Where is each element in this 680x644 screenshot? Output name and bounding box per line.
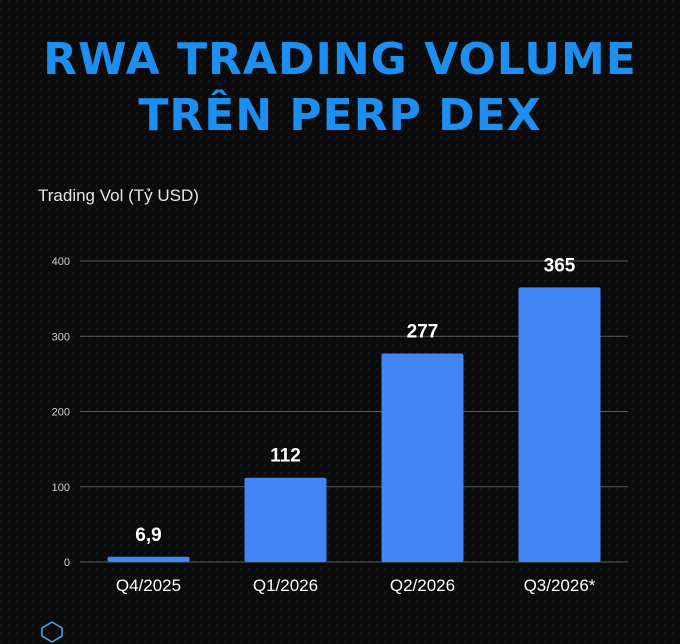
- y-tick-label: 0: [64, 557, 70, 569]
- bar-value-label: 6,9: [135, 525, 161, 546]
- x-tick-label: Q1/2026: [253, 576, 318, 595]
- y-tick-label: 300: [52, 331, 70, 343]
- chart-title-line-2: TRÊN PERP DEX: [138, 90, 542, 141]
- bar-value-label: 277: [407, 322, 439, 343]
- y-tick-label: 200: [52, 407, 70, 419]
- bar: [518, 287, 601, 562]
- bar-value-label: 112: [270, 446, 301, 467]
- bar: [107, 556, 190, 562]
- bar: [381, 353, 464, 562]
- y-axis-label: Trading Vol (Tỷ USD): [38, 186, 199, 205]
- x-tick-label: Q2/2026: [390, 576, 455, 595]
- x-tick-label: Q4/2025: [116, 576, 181, 595]
- chart-title-line-1: RWA TRADING VOLUME: [43, 34, 637, 85]
- bar: [244, 477, 327, 562]
- x-tick-label: Q3/2026*: [524, 576, 596, 595]
- y-tick-label: 400: [52, 256, 70, 268]
- chart-title: RWA TRADING VOLUME TRÊN PERP DEX: [0, 32, 680, 144]
- y-tick-label: 100: [52, 482, 70, 494]
- bar-chart: 0 100 200 300 400 6,9 Q4/2025 112 Q1/2026 277 Q2/2…: [52, 255, 628, 595]
- brand-logo-icon: [41, 621, 63, 643]
- bar-value-label: 365: [544, 255, 576, 276]
